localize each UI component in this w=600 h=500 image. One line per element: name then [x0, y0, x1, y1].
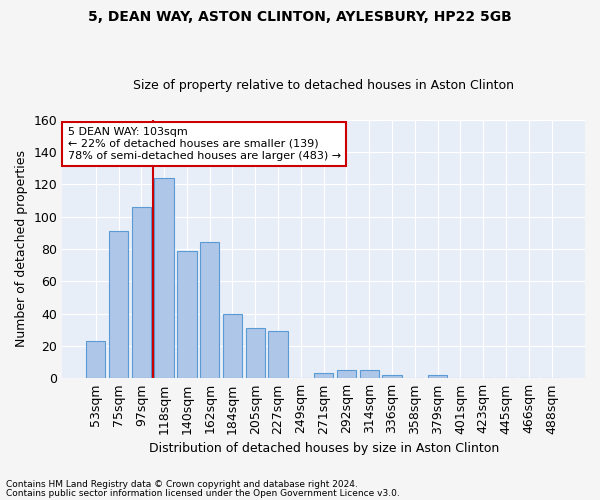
Bar [337, 370, 356, 378]
Bar [245, 328, 265, 378]
Bar [382, 375, 402, 378]
Text: 5 DEAN WAY: 103sqm
← 22% of detached houses are smaller (139)
78% of semi-detach: 5 DEAN WAY: 103sqm ← 22% of detached hou… [68, 128, 341, 160]
Bar [268, 332, 288, 378]
Y-axis label: Number of detached properties: Number of detached properties [15, 150, 28, 348]
Bar [223, 314, 242, 378]
Text: Contains HM Land Registry data © Crown copyright and database right 2024.: Contains HM Land Registry data © Crown c… [6, 480, 358, 489]
Bar [314, 374, 334, 378]
Bar [200, 242, 220, 378]
Bar [359, 370, 379, 378]
Bar [109, 231, 128, 378]
Bar [86, 341, 106, 378]
Bar [131, 207, 151, 378]
Bar [177, 250, 197, 378]
Text: Contains public sector information licensed under the Open Government Licence v3: Contains public sector information licen… [6, 488, 400, 498]
X-axis label: Distribution of detached houses by size in Aston Clinton: Distribution of detached houses by size … [149, 442, 499, 455]
Bar [154, 178, 174, 378]
Title: Size of property relative to detached houses in Aston Clinton: Size of property relative to detached ho… [133, 79, 514, 92]
Bar [428, 375, 447, 378]
Text: 5, DEAN WAY, ASTON CLINTON, AYLESBURY, HP22 5GB: 5, DEAN WAY, ASTON CLINTON, AYLESBURY, H… [88, 10, 512, 24]
